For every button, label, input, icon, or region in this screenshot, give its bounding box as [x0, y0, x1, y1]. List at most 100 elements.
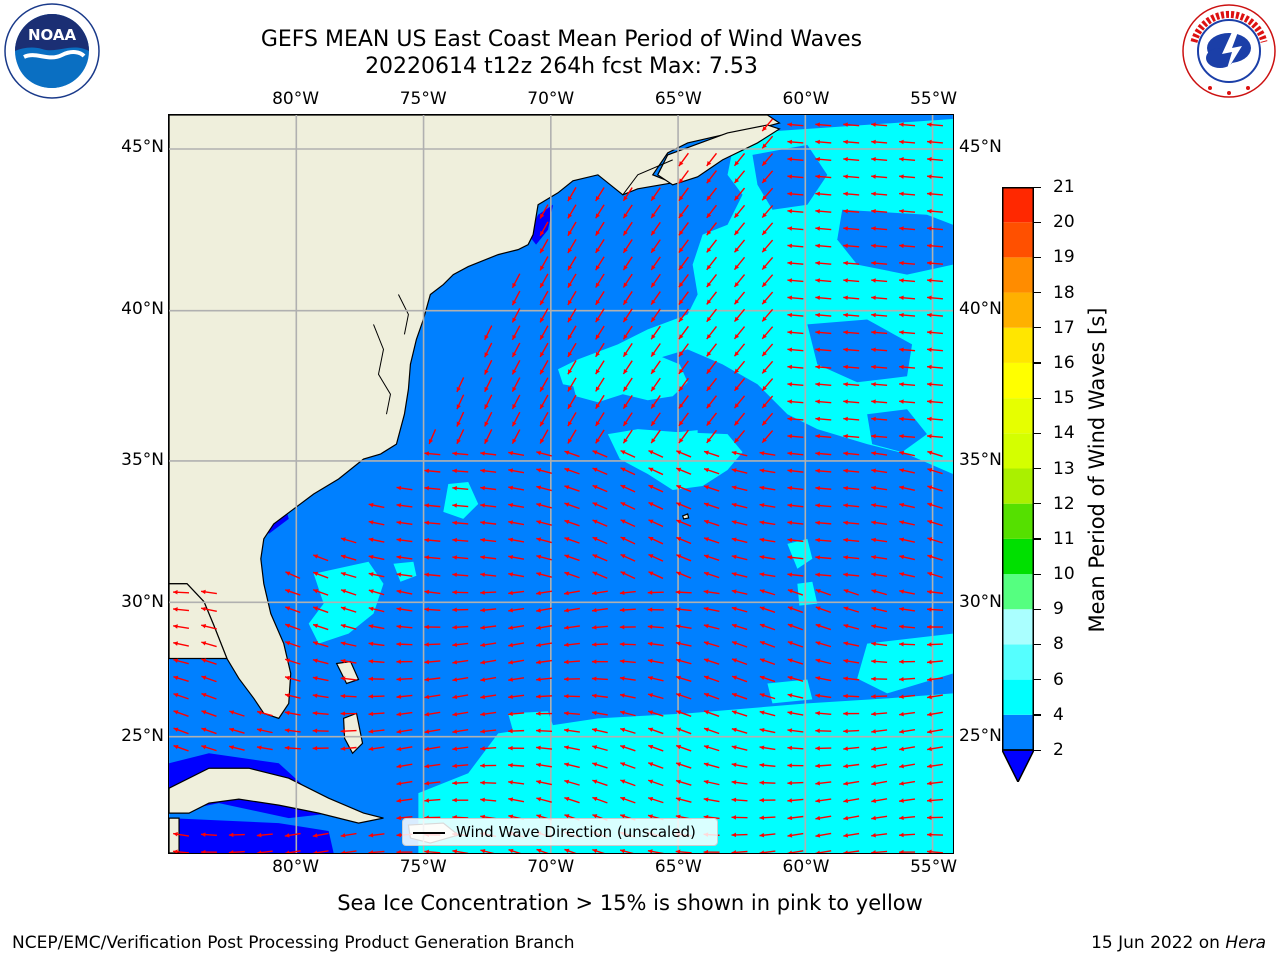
direction-arrow: [511, 273, 521, 289]
direction-arrow: [899, 312, 916, 318]
direction-arrow: [312, 606, 329, 614]
direction-arrow: [843, 416, 860, 422]
direction-arrow: [567, 342, 577, 358]
direction-arrow: [926, 139, 943, 145]
direction-arrow: [508, 797, 525, 803]
direction-arrow: [592, 502, 608, 510]
direction-arrow: [567, 238, 577, 254]
direction-arrow: [650, 325, 661, 340]
direction-arrow: [927, 468, 943, 475]
direction-arrow: [480, 485, 497, 491]
direction-arrow: [200, 589, 217, 595]
direction-arrow: [703, 710, 720, 717]
map-legend: Wind Wave Direction (unscaled): [402, 818, 718, 846]
direction-arrow: [396, 503, 413, 508]
direction-arrow: [787, 139, 804, 145]
direction-arrow: [843, 520, 860, 526]
direction-arrow: [536, 779, 552, 786]
direction-arrow: [871, 312, 888, 318]
direction-arrow: [761, 256, 774, 270]
direction-arrow: [563, 711, 580, 716]
direction-arrow: [927, 728, 943, 734]
lat-label-right: 40°N: [959, 299, 1002, 320]
colorbar-bin: [1002, 679, 1034, 715]
direction-arrow: [926, 260, 943, 266]
direction-arrow: [871, 364, 888, 370]
direction-arrow: [396, 641, 413, 647]
direction-arrow: [761, 326, 774, 340]
direction-arrow: [228, 745, 245, 751]
chart-title: GEFS MEAN US East Coast Mean Period of W…: [260, 27, 863, 52]
direction-arrow: [312, 676, 329, 682]
direction-arrow: [256, 727, 273, 734]
direction-arrow: [926, 832, 943, 837]
direction-arrow: [564, 745, 580, 751]
direction-arrow: [396, 763, 413, 769]
direction-arrow: [424, 763, 441, 769]
direction-arrow: [539, 325, 549, 341]
direction-arrow: [706, 222, 718, 236]
colorbar-tick-label: 11: [1053, 528, 1075, 549]
direction-arrow: [787, 468, 804, 474]
direction-arrow: [511, 411, 521, 427]
direction-arrow: [396, 537, 413, 543]
direction-arrow: [731, 606, 748, 613]
direction-arrow: [899, 191, 916, 197]
direction-arrow: [703, 450, 720, 458]
direction-arrow: [899, 554, 915, 561]
direction-arrow: [424, 746, 441, 752]
direction-arrow: [675, 607, 692, 612]
direction-arrow: [787, 416, 804, 422]
colorbar-under-triangle: [1002, 749, 1034, 782]
direction-arrow: [815, 711, 832, 716]
direction-arrow: [871, 434, 888, 439]
lon-label-bottom: 60°W: [782, 857, 830, 877]
direction-arrow: [706, 395, 718, 409]
direction-arrow: [927, 554, 943, 561]
direction-arrow: [761, 378, 774, 392]
direction-arrow: [368, 850, 385, 853]
sea-ice-note: Sea Ice Concentration > 15% is shown in …: [337, 891, 923, 915]
colorbar-bin: [1002, 398, 1034, 434]
direction-arrow: [424, 677, 441, 682]
direction-arrow: [340, 711, 357, 716]
direction-arrow: [452, 728, 469, 734]
direction-arrow: [340, 554, 357, 561]
direction-arrow: [536, 468, 552, 474]
direction-arrow: [899, 572, 915, 578]
direction-arrow: [787, 815, 804, 821]
direction-arrow: [926, 312, 943, 318]
direction-arrow: [539, 308, 549, 323]
direction-arrow: [312, 658, 329, 665]
direction-arrow: [622, 221, 633, 236]
direction-arrow: [622, 325, 633, 340]
direction-arrow: [731, 745, 748, 751]
colorbar-bin: [1002, 468, 1034, 504]
lon-label-top: 60°W: [782, 89, 830, 109]
direction-arrow: [926, 243, 943, 249]
direction-arrow: [396, 659, 413, 664]
direction-arrow: [843, 798, 860, 804]
direction-arrow: [759, 727, 776, 734]
direction-arrow: [731, 485, 748, 492]
lon-label-bottom: 70°W: [527, 857, 575, 877]
direction-arrow: [480, 537, 497, 543]
direction-arrow: [619, 641, 636, 647]
direction-arrow: [539, 273, 549, 289]
direction-arrow: [815, 416, 832, 422]
direction-arrow: [675, 641, 692, 647]
direction-arrow: [815, 347, 832, 352]
land-area: [169, 115, 781, 853]
direction-arrow: [452, 468, 469, 474]
direction-arrow: [675, 779, 692, 786]
direction-arrow: [564, 779, 580, 786]
direction-arrow: [815, 676, 832, 682]
direction-arrow: [761, 205, 774, 219]
direction-arrow: [733, 256, 746, 271]
direction-arrow: [622, 239, 633, 254]
direction-arrow: [926, 347, 943, 352]
direction-arrow: [312, 641, 329, 648]
direction-arrow: [452, 520, 469, 526]
direction-arrow: [871, 485, 888, 491]
direction-arrow: [675, 727, 692, 735]
